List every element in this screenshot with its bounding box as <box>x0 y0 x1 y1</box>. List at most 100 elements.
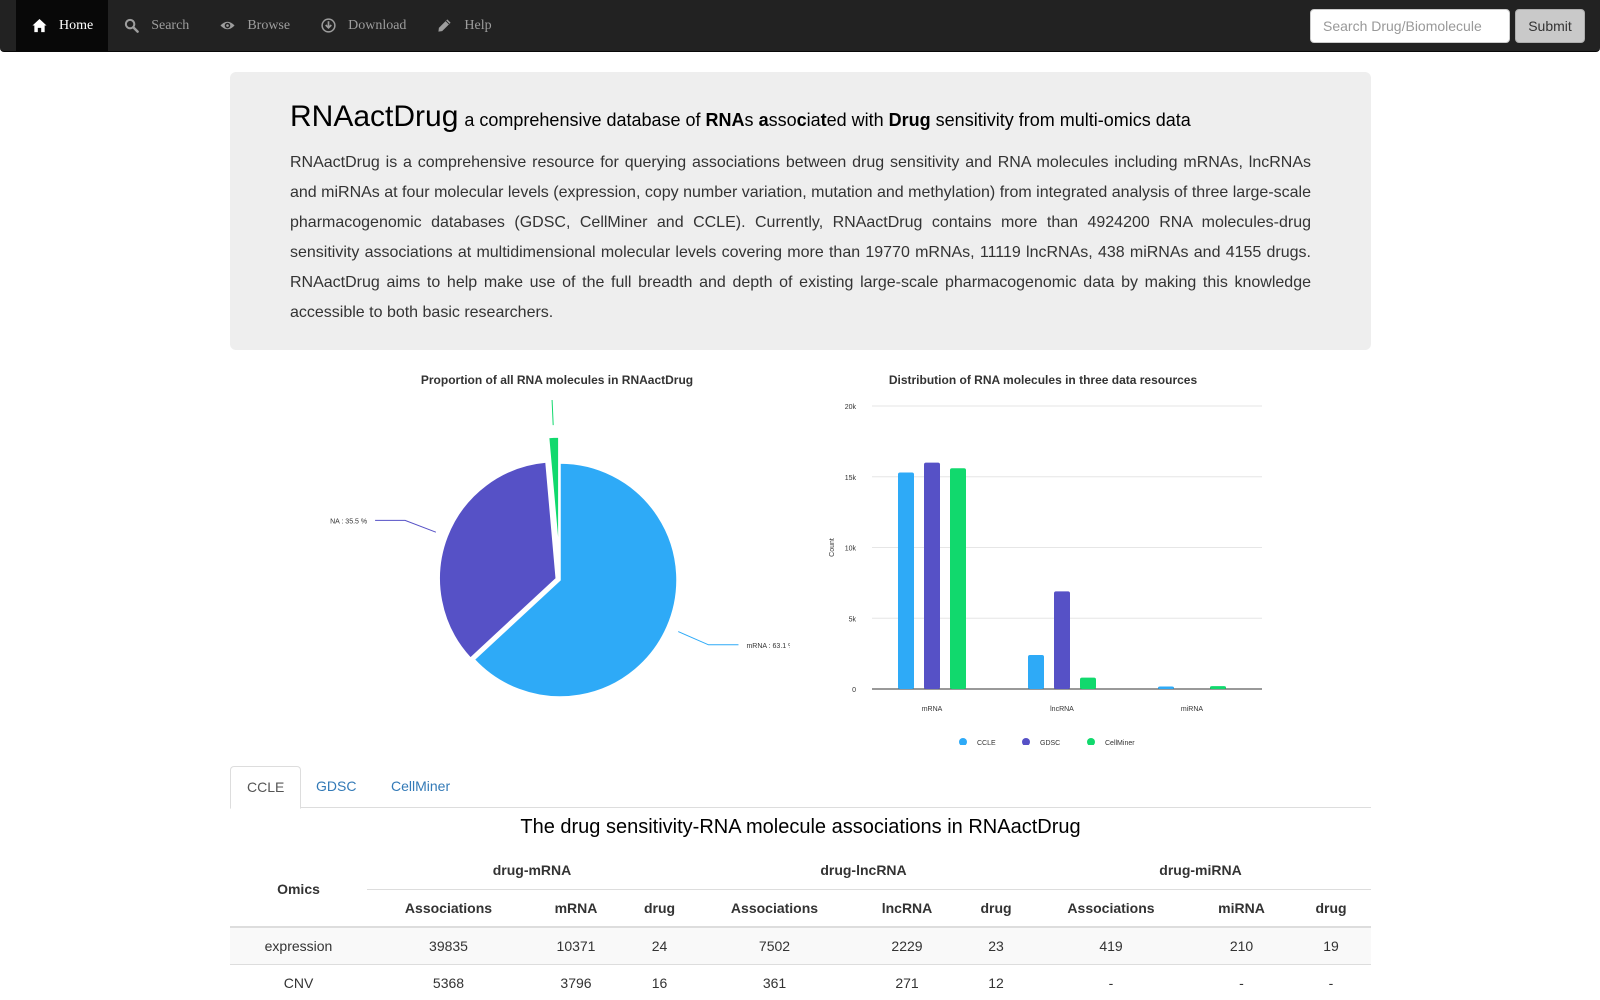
bar-gdsc-lncrna <box>1054 591 1070 689</box>
bar-chart-title: Distribution of RNA molecules in three d… <box>888 373 1198 387</box>
tagline-part: a <box>758 110 769 130</box>
bar-cellminer-mirna <box>1210 686 1226 689</box>
table-cell: 2229 <box>852 926 962 964</box>
pie-slice-lncrna <box>438 461 558 660</box>
table-cell: 24 <box>622 926 697 964</box>
legend-label-gdsc: GDSC <box>1040 740 1060 745</box>
nav-search-label: Search <box>151 17 190 33</box>
column-header: lncRNA <box>852 888 962 928</box>
table-cell: 210 <box>1192 926 1291 964</box>
pencil-icon <box>436 18 452 34</box>
table-row: expression 39835 10371 24 7502 2229 23 4… <box>230 926 1371 964</box>
y-tick-label: 20k <box>845 404 857 411</box>
intro-panel: RNAactDrug a comprehensive database of RN… <box>230 72 1371 350</box>
x-tick-label: lncRNA <box>1050 706 1074 713</box>
bar-cellminer-lncrna <box>1080 677 1096 689</box>
group-header-lncrna: drug-lncRNA <box>820 862 907 879</box>
pie-chart: mRNA : 63.1 %lncRNA : 35.5 %miRNA : 1.4 … <box>330 400 790 698</box>
navbar: Home Search Browse Download Help <box>0 0 1600 52</box>
table-cell: 419 <box>1030 926 1192 964</box>
pie-label-mrna: mRNA : 63.1 % <box>746 643 790 650</box>
nav-download[interactable]: Download <box>305 0 421 51</box>
tagline-part: ia <box>806 110 821 130</box>
table-cell: CNV <box>230 963 367 1000</box>
table-cell: 7502 <box>697 926 852 964</box>
tab-ccle[interactable]: CCLE <box>230 766 302 809</box>
tagline-part: c <box>796 110 807 130</box>
bar-ccle-mirna <box>1158 686 1174 689</box>
nav-home[interactable]: Home <box>16 0 109 51</box>
bar-cellminer-mrna <box>950 468 966 689</box>
table-cell: - <box>1291 963 1371 1000</box>
group-header-mrna: drug-mRNA <box>492 862 572 879</box>
table-cell: 3796 <box>530 963 622 1000</box>
tab-gdsc[interactable]: GDSC <box>316 778 357 794</box>
pie-label-line-mirna <box>551 400 554 426</box>
legend-marker-gdsc <box>1022 738 1030 745</box>
column-header: mRNA <box>530 888 622 928</box>
resource-tabs: CCLE GDSC CellMiner <box>230 766 1371 809</box>
y-tick-label: 5k <box>849 616 857 623</box>
nav-help-label: Help <box>464 17 492 33</box>
y-tick-label: 10k <box>845 546 857 553</box>
table-cell: 16 <box>622 963 697 1000</box>
site-description: RNAactDrug is a comprehensive resource f… <box>290 154 1311 321</box>
bar-chart: 0 5k 10k 15k 20k Count mRNA lncRNA miRNA CCLE GDSC… <box>829 404 1262 745</box>
nav-search[interactable]: Search <box>108 0 204 51</box>
column-header: drug <box>962 888 1030 928</box>
pie-chart-title: Proportion of all RNA molecules in RNAac… <box>420 373 694 387</box>
bar-ccle-mrna <box>898 472 914 689</box>
table-cell: 5368 <box>367 963 530 1000</box>
table-row: CNV 5368 3796 16 361 271 12 - - - <box>230 963 1371 1000</box>
submit-button[interactable]: Submit <box>1515 9 1585 43</box>
tagline-part: Drug <box>888 110 931 130</box>
nav-browse[interactable]: Browse <box>204 0 305 51</box>
omics-header: Omics <box>230 852 367 928</box>
tagline-part: sensitivity from multi-omics data <box>930 110 1191 130</box>
table-cell: expression <box>230 926 367 964</box>
column-header: Associations <box>367 888 530 928</box>
pie-slice-mirna <box>547 436 560 555</box>
pie-label-line-mrna <box>678 631 739 646</box>
bar-ccle-lncrna <box>1028 655 1044 689</box>
legend-marker-ccle <box>959 738 967 745</box>
download-icon <box>320 18 336 34</box>
table-cell: - <box>1030 963 1192 1000</box>
site-tagline: a comprehensive database of RNAs associa… <box>464 110 1190 130</box>
search-icon <box>123 18 139 34</box>
y-tick-label: 0 <box>852 687 856 694</box>
nav-browse-label: Browse <box>247 17 291 33</box>
table-cell: 19 <box>1291 926 1371 964</box>
associations-table: Omics drug-mRNA drug-lncRNA drug-miRNA A… <box>230 852 1371 1000</box>
bar-gdsc-mrna <box>924 462 940 689</box>
pie-label-line-lncrna <box>375 519 437 533</box>
nav-help[interactable]: Help <box>421 0 506 51</box>
tagline-part: a comprehensive database of <box>464 110 706 130</box>
pie-slice-mrna <box>473 462 678 698</box>
table-cell: 23 <box>962 926 1030 964</box>
column-header: miRNA <box>1192 888 1291 928</box>
nav-download-label: Download <box>348 17 407 33</box>
column-header: Associations <box>697 888 852 928</box>
table-title: The drug sensitivity-RNA molecule associ… <box>520 816 1081 838</box>
pie-label-lncrna: lncRNA : 35.5 % <box>330 518 367 525</box>
table-cell: 39835 <box>367 926 530 964</box>
legend-label-ccle: CCLE <box>977 740 996 745</box>
tagline-part: t <box>820 110 827 130</box>
column-header: drug <box>1291 888 1371 928</box>
site-name: RNAactDrug <box>290 100 459 133</box>
table-cell: 10371 <box>530 926 622 964</box>
nav-items: Home Search Browse Download Help <box>16 0 507 51</box>
nav-home-label: Home <box>59 17 94 33</box>
table-cell: - <box>1192 963 1291 1000</box>
tagline-part: sso <box>768 110 797 130</box>
y-tick-label: 15k <box>845 475 857 482</box>
search-input[interactable] <box>1310 9 1510 43</box>
x-tick-label: mRNA <box>922 706 943 713</box>
column-header: drug <box>622 888 697 928</box>
column-header: Associations <box>1030 888 1192 928</box>
table-cell: 271 <box>852 963 962 1000</box>
tab-cellminer[interactable]: CellMiner <box>391 778 451 794</box>
legend-marker-cellminer <box>1087 738 1095 745</box>
legend-label-cellminer: CellMiner <box>1105 740 1135 745</box>
